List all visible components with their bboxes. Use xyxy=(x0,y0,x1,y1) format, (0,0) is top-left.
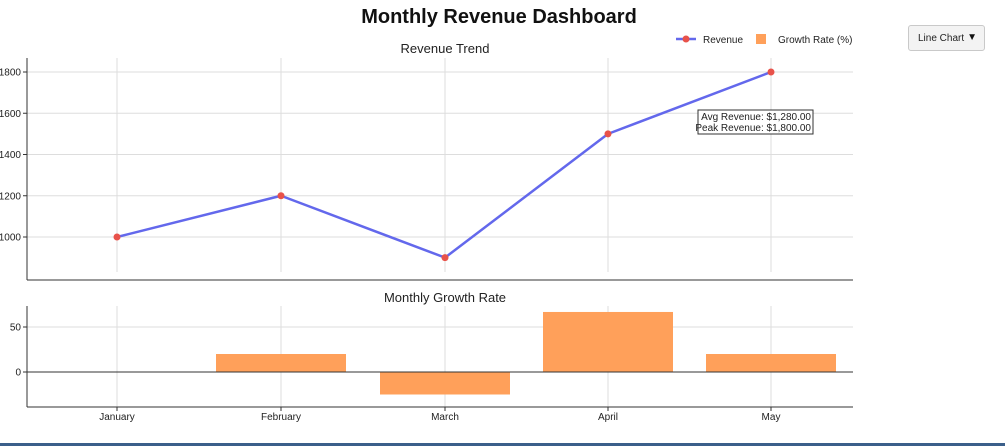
legend-revenue-label: Revenue xyxy=(703,35,743,46)
growth-bar xyxy=(380,372,510,395)
revenue-y-ticks: 1000 1200 1400 1600 1800 xyxy=(0,68,27,244)
legend-growth-label: Growth Rate (%) xyxy=(778,35,852,46)
growth-y-tick-label: 0 xyxy=(15,368,21,379)
growth-bar xyxy=(706,354,836,372)
revenue-point xyxy=(767,68,775,76)
growth-bar xyxy=(216,354,346,372)
revenue-points xyxy=(113,68,775,262)
annotation-box xyxy=(697,109,814,135)
growth-axes xyxy=(26,306,853,408)
x-tick-label: March xyxy=(431,412,459,423)
legend-growth-swatch xyxy=(756,34,766,44)
x-tick-label: May xyxy=(762,412,781,423)
growth-bars xyxy=(216,311,836,395)
chart-type-selected: Line Chart xyxy=(918,32,965,44)
legend: Revenue Growth Rate (%) xyxy=(676,34,852,46)
growth-x-ticks: January February March April May xyxy=(99,407,780,423)
revenue-point xyxy=(277,192,285,200)
growth-y-tick-label: 50 xyxy=(10,323,22,334)
revenue-y-tick-label: 1800 xyxy=(0,68,21,79)
growth-bar xyxy=(543,311,673,372)
peak-revenue-text: Peak Revenue: $1,800.00 xyxy=(695,123,811,134)
chart-type-dropdown[interactable]: Line Chart ▼ xyxy=(908,25,985,51)
dropdown-arrow-icon: ▼ xyxy=(967,32,977,43)
revenue-series-line xyxy=(116,70,772,259)
stats-annotation: Avg Revenue: $1,280.00 Peak Revenue: $1,… xyxy=(695,109,814,135)
revenue-y-tick-label: 1200 xyxy=(0,191,21,202)
growth-chart-title: Monthly Growth Rate xyxy=(384,290,506,305)
revenue-point xyxy=(441,254,449,262)
revenue-grid xyxy=(27,58,853,272)
revenue-y-tick-label: 1000 xyxy=(0,233,21,244)
revenue-point xyxy=(604,130,612,138)
revenue-y-tick-label: 1600 xyxy=(0,109,21,120)
growth-y-ticks: 0 50 xyxy=(10,323,27,379)
x-tick-label: January xyxy=(99,412,135,423)
revenue-point xyxy=(113,233,121,241)
revenue-axes xyxy=(26,58,853,281)
x-tick-label: February xyxy=(261,412,301,423)
x-tick-label: April xyxy=(598,412,618,423)
legend-revenue-point xyxy=(682,35,690,43)
avg-revenue-text: Avg Revenue: $1,280.00 xyxy=(701,112,811,123)
revenue-chart-title: Revenue Trend xyxy=(401,41,490,56)
bottom-border xyxy=(0,443,1005,446)
revenue-y-tick-label: 1400 xyxy=(0,150,21,161)
page-title: Monthly Revenue Dashboard xyxy=(361,6,637,28)
